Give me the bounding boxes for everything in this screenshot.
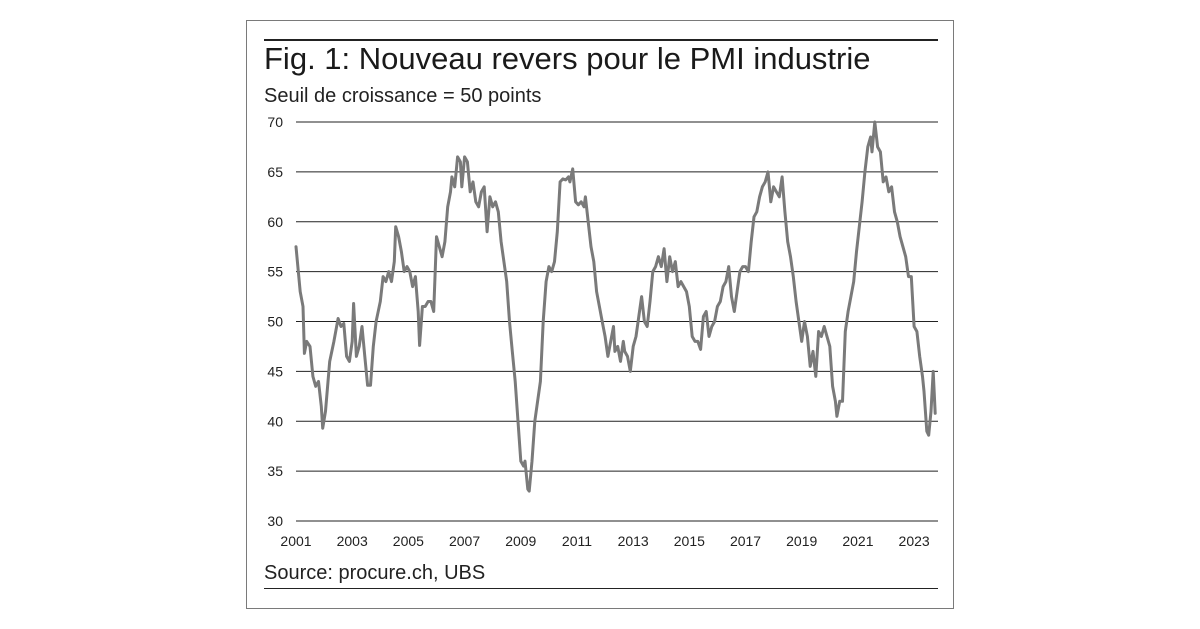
x-tick-label: 2001 [280,533,311,549]
x-tick-label: 2019 [786,533,817,549]
x-axis-ticks: 2001 2003 2005 2007 2009 2011 2013 2015 2017 2019… [280,533,929,549]
y-axis-ticks: 30 35 40 45 50 55 60 65 70 [267,114,283,529]
series-lines [294,120,937,493]
y-tick-label: 40 [267,413,283,429]
chart-subtitle: Seuil de croissance = 50 points [264,85,542,107]
gridlines [296,121,938,522]
y-tick-label: 55 [267,264,283,280]
x-tick-label: 2023 [899,533,930,549]
x-tick-label: 2005 [393,533,424,549]
x-tick-label: 2011 [562,533,592,549]
y-tick-label: 70 [267,114,283,130]
bottom-rule [264,588,938,589]
chart-title: Fig. 1: Nouveau revers pour le PMI indus… [264,41,871,76]
y-tick-label: 60 [267,214,283,230]
y-tick-label: 65 [267,164,283,180]
x-tick-label: 2009 [505,533,536,549]
pmi-series-line [294,120,937,493]
x-tick-label: 2021 [842,533,873,549]
x-tick-label: 2003 [337,533,368,549]
y-tick-label: 45 [267,363,283,379]
title-rule [264,39,938,41]
x-tick-label: 2015 [674,533,705,549]
y-tick-label: 30 [267,513,283,529]
y-tick-label: 35 [267,463,283,479]
x-tick-label: 2007 [449,533,480,549]
source-note: Source: procure.ch, UBS [264,562,486,584]
y-tick-label: 50 [267,314,283,330]
x-tick-label: 2013 [618,533,649,549]
x-tick-label: 2017 [730,533,761,549]
